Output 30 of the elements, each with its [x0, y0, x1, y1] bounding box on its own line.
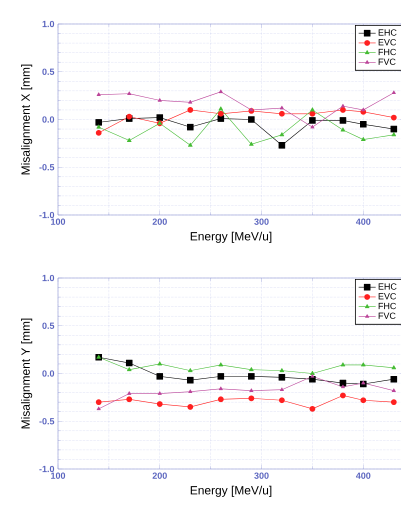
- y-axis-title: Misalignment X [mm]: [21, 64, 32, 174]
- y-tick-label: 0.5: [42, 68, 54, 75]
- legend-label: EHC: [378, 29, 397, 36]
- x-tick-label: 200: [152, 218, 167, 225]
- y-tick-label: -1.0: [39, 466, 54, 472]
- legend-label: EHC: [378, 283, 397, 290]
- legend-label: FVC: [378, 312, 396, 319]
- x-tick-label: 200: [152, 472, 167, 479]
- y-tick-label: 0.0: [42, 370, 54, 377]
- legend-label: EVC: [378, 293, 396, 300]
- y-tick-label: -0.5: [39, 164, 54, 170]
- legend-label: FVC: [378, 58, 396, 65]
- y-tick-label: 1.0: [42, 274, 54, 282]
- x-axis-title: Energy [MeV/u]: [190, 232, 272, 243]
- y-tick-label: -0.5: [39, 418, 54, 424]
- y-tick-label: 0.5: [42, 322, 54, 329]
- x-tick-label: 100: [51, 472, 66, 479]
- y-tick-label: 1.0: [42, 20, 54, 28]
- x-tick-label: 400: [356, 472, 370, 479]
- x-axis-title: Energy [MeV/u]: [190, 486, 272, 497]
- legend-label: EVC: [378, 39, 396, 46]
- legend-label: FHC: [378, 48, 396, 56]
- x-tick-label: 300: [254, 218, 269, 225]
- x-tick-label: 400: [356, 218, 370, 225]
- y-tick-label: -1.0: [39, 212, 54, 218]
- legend-label: FHC: [378, 302, 396, 310]
- y-axis-title: Misalignment Y [mm]: [21, 318, 32, 428]
- y-tick-label: 0.0: [42, 116, 54, 123]
- x-tick-label: 100: [51, 218, 66, 225]
- x-tick-label: 300: [254, 472, 269, 479]
